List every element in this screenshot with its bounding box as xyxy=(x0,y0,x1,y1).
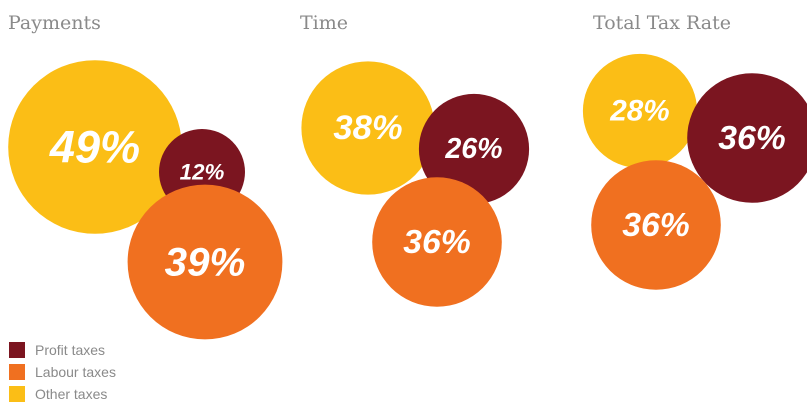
legend-swatch-profit xyxy=(9,342,25,358)
total-tax-rate-bubbles: 28% 36% 36% xyxy=(582,53,807,290)
total-tax-rate-other-taxes-value-label: 28% xyxy=(609,95,669,128)
payments-profit-taxes-value-label: 12% xyxy=(180,160,225,185)
legend: Profit taxes Labour taxes Other taxes xyxy=(9,340,116,406)
time-bubbles: 38% 26% 36% xyxy=(301,61,530,307)
payments-labour-taxes-value-label: 39% xyxy=(165,240,246,285)
legend-item-other-taxes: Other taxes xyxy=(9,384,116,404)
legend-label-profit: Profit taxes xyxy=(35,342,106,358)
total-tax-rate-profit-taxes-bubble xyxy=(687,73,807,203)
total-tax-rate-labour-taxes-bubble xyxy=(591,160,721,290)
time-other-taxes-bubble xyxy=(301,61,435,195)
time-chart-title: Time xyxy=(300,12,349,34)
legend-swatch-other xyxy=(9,386,25,402)
total-tax-rate-other-taxes-bubble xyxy=(582,53,698,169)
total-tax-rate-chart-title: Total Tax Rate xyxy=(593,12,731,34)
time-labour-taxes-value-label: 36% xyxy=(403,223,470,261)
time-profit-taxes-bubble xyxy=(418,93,530,205)
payments-chart-title: Payments xyxy=(8,12,101,34)
legend-item-profit-taxes: Profit taxes xyxy=(9,340,116,360)
payments-labour-taxes-bubble xyxy=(127,184,283,340)
time-other-taxes-value-label: 38% xyxy=(333,109,402,147)
total-tax-rate-labour-taxes-value-label: 36% xyxy=(622,206,689,244)
legend-item-labour-taxes: Labour taxes xyxy=(9,362,116,382)
payments-bubbles: 49% 12% 39% xyxy=(8,60,283,340)
payments-other-taxes-value-label: 49% xyxy=(49,122,140,173)
legend-label-labour: Labour taxes xyxy=(35,364,116,380)
time-profit-taxes-value-label: 26% xyxy=(444,133,502,165)
time-labour-taxes-bubble xyxy=(372,177,502,307)
payments-other-taxes-bubble xyxy=(8,60,182,234)
total-tax-rate-profit-taxes-value-label: 36% xyxy=(718,119,785,157)
legend-label-other: Other taxes xyxy=(35,386,108,402)
legend-swatch-labour xyxy=(9,364,25,380)
